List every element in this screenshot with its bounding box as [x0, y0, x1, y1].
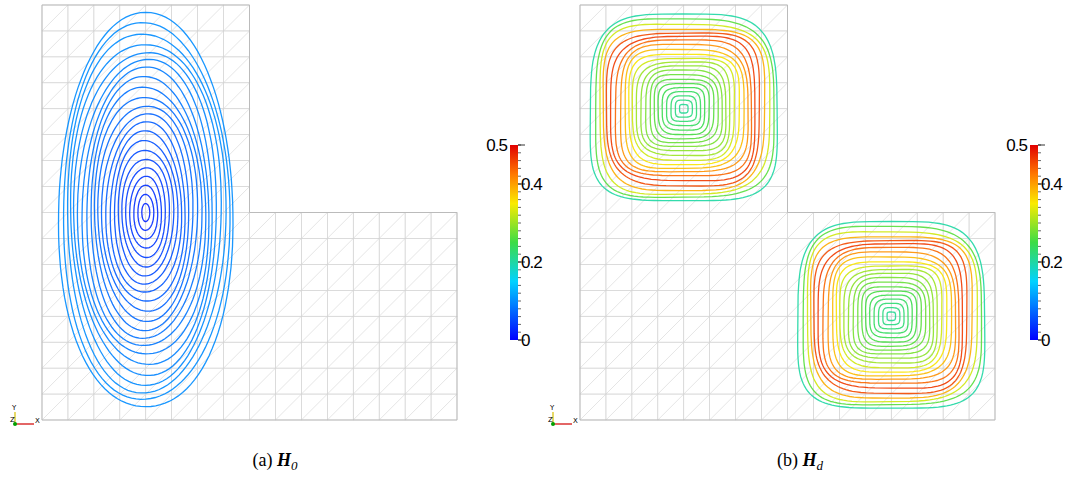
svg-text:(a) H0: (a) H0: [253, 450, 299, 473]
svg-text:0.5: 0.5: [1006, 136, 1027, 155]
svg-text:0: 0: [1041, 331, 1050, 350]
svg-text:X: X: [35, 417, 40, 425]
svg-text:0: 0: [521, 331, 530, 350]
svg-text:0.5: 0.5: [486, 136, 507, 155]
svg-text:(b) Hd: (b) Hd: [777, 450, 824, 473]
svg-text:Z: Z: [10, 416, 15, 424]
svg-text:0.4: 0.4: [521, 175, 542, 194]
svg-text:Y: Y: [11, 404, 17, 412]
svg-text:0.2: 0.2: [521, 253, 542, 272]
svg-text:X: X: [573, 417, 578, 425]
svg-text:0.2: 0.2: [1041, 253, 1062, 272]
svg-text:Z: Z: [548, 416, 553, 424]
svg-text:Y: Y: [549, 404, 555, 412]
svg-text:0.4: 0.4: [1041, 175, 1062, 194]
